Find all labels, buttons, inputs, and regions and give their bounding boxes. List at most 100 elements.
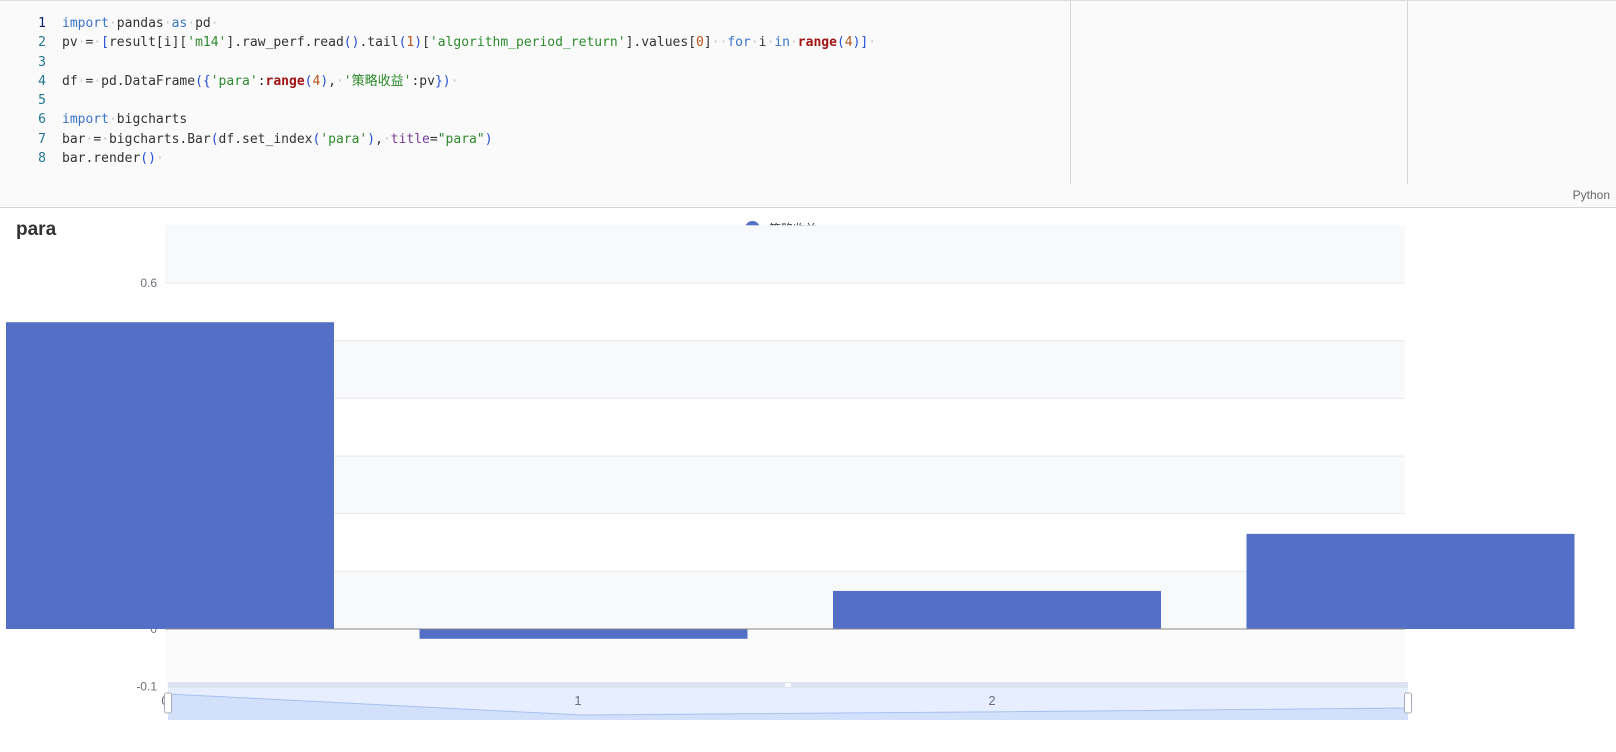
line-number: 4 — [38, 73, 46, 89]
code-token-ws: · — [108, 16, 117, 31]
code-token-str: "para" — [437, 131, 485, 147]
code-token-kw: in — [774, 35, 790, 51]
code-token-tx: , — [328, 73, 336, 89]
datazoom-handle[interactable] — [164, 692, 172, 714]
code-token-num: 0 — [696, 35, 704, 51]
code-token-ws: · — [77, 35, 86, 51]
code-token-kw: as — [171, 16, 188, 31]
bar-2 — [833, 590, 1161, 629]
code-token-br: ( — [312, 131, 321, 147]
code-token-br: ( — [210, 131, 219, 147]
line-number: 5 — [38, 93, 46, 109]
code-token-tx: df — [62, 73, 78, 89]
code-token-ws: · — [210, 16, 219, 31]
code-token-tx: bigcharts — [116, 112, 188, 128]
code-token-ws: · — [93, 35, 102, 51]
datazoom-label: 2 — [988, 693, 995, 708]
code-token-ws: ·· — [711, 35, 728, 51]
datazoom-label: 1 — [574, 693, 581, 708]
code-token-br: ({ — [195, 73, 211, 89]
code-token-br: ( — [398, 35, 407, 51]
code-token-str: 'm14' — [187, 35, 227, 51]
code-token-tx: = — [85, 73, 94, 89]
code-token-br: }) — [434, 73, 451, 89]
code-token-tx: [ — [422, 35, 430, 51]
code-token-kw: import — [62, 112, 109, 128]
code-token-tx: ] — [703, 35, 712, 51]
code-token-tx: = — [429, 131, 438, 147]
code-token-tx: ].values[ — [625, 35, 697, 51]
y-tick-label: 0.6 — [140, 276, 157, 290]
datazoom-data-shadow — [168, 694, 1408, 720]
code-token-kw: for — [727, 35, 751, 51]
code-token-tx: , — [375, 131, 383, 147]
code-token-br: [ — [101, 35, 109, 51]
code-token-br: ( — [304, 73, 313, 89]
code-token-tx: ].raw_perf.read — [226, 35, 344, 51]
code-token-br: ( — [836, 35, 845, 51]
code-token-ws: · — [187, 16, 196, 31]
code-text: df·=·pd.DataFrame({'para':range(4),·'策略收… — [62, 72, 458, 91]
code-token-str: 'para' — [210, 73, 258, 89]
code-token-tx: .tail — [359, 35, 399, 51]
code-token-tx: = — [85, 35, 94, 51]
code-token-tx: pd.DataFrame — [101, 73, 196, 89]
code-token-br: () — [140, 151, 156, 167]
code-token-attr: title — [390, 131, 430, 147]
bar-3 — [1246, 533, 1575, 629]
code-token-tx: result[i][ — [108, 35, 188, 51]
code-token-br: ) — [414, 35, 423, 51]
code-token-tx: pandas — [116, 16, 164, 31]
code-token-num: 4 — [844, 35, 853, 51]
code-token-tx: i — [758, 35, 767, 51]
code-token-tx: pd — [195, 16, 211, 31]
code-token-tx: pv — [62, 35, 78, 51]
code-token-ws: · — [868, 35, 877, 51]
language-label: Python — [1572, 188, 1610, 202]
code-token-ws: · — [163, 16, 172, 31]
code-token-tx: :pv — [411, 73, 435, 89]
code-text: import·bigcharts — [62, 110, 187, 129]
code-token-str: 'algorithm_period_return' — [429, 35, 626, 51]
y-tick-label: -0.1 — [136, 680, 157, 694]
line-number: 3 — [38, 54, 46, 70]
grid-band — [165, 225, 1405, 283]
code-token-ws: · — [750, 35, 759, 51]
code-token-ws: · — [85, 131, 94, 147]
code-text: bar·=·bigcharts.Bar(df.set_index('para')… — [62, 130, 493, 149]
code-token-num: 4 — [312, 73, 321, 89]
line-number: 8 — [38, 151, 46, 167]
code-cell[interactable]: 1 import·pandas·as·pd· 2 pv·=·[result[i]['m… — [0, 0, 1616, 208]
code-text: bar.render()· — [62, 149, 164, 168]
chart-title: para — [16, 219, 57, 240]
datazoom-grip-icon[interactable] — [785, 683, 791, 687]
code-token-ws: · — [382, 131, 391, 147]
code-token-tx: bar.render — [62, 151, 141, 167]
line-number: 7 — [38, 131, 46, 147]
code-token-ws: · — [155, 151, 164, 167]
code-token-bi: range — [265, 73, 305, 89]
ruler-line — [1407, 1, 1408, 184]
datazoom-handle[interactable] — [1404, 692, 1412, 714]
code-token-br: ] — [860, 35, 869, 51]
code-token-ws: · — [766, 35, 775, 51]
code-token-br: ) — [852, 35, 861, 51]
bar-chart: 0.60-0.1012 — [6, 225, 1575, 720]
code-token-bi: range — [797, 35, 837, 51]
ruler-line — [1070, 1, 1071, 184]
code-text: import·pandas·as·pd· — [62, 14, 219, 33]
code-token-ws: · — [101, 131, 109, 147]
code-token-tx: bigcharts.Bar — [108, 131, 211, 147]
line-number: 1 — [38, 16, 46, 31]
code-token-ws: · — [108, 112, 117, 128]
code-token-tx: : — [257, 73, 266, 89]
code-token-ws: · — [335, 73, 344, 89]
grid-band — [165, 571, 1405, 629]
grid-band — [165, 455, 1405, 514]
datazoom-shadow-line — [167, 693, 1409, 716]
code-token-ws: · — [77, 73, 86, 89]
code-token-br: ) — [367, 131, 376, 147]
code-token-ws: · — [93, 73, 102, 89]
code-token-tx: df.set_index — [218, 131, 313, 147]
code-text: pv·=·[result[i]['m14'].raw_perf.read().t… — [62, 33, 876, 52]
